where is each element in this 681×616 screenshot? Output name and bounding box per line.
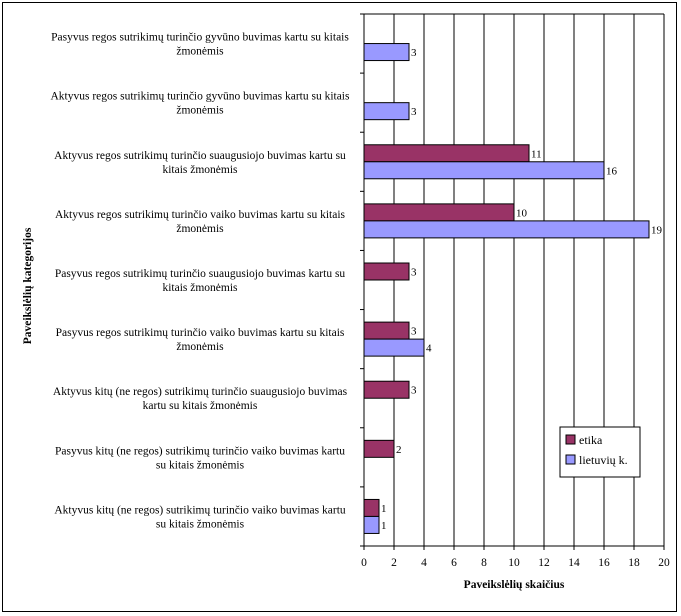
category-label: Pasyvus regos sutrikimų turinčio suaugus…: [55, 268, 346, 294]
bar-lietuviu-k: [363, 338, 425, 357]
bar-lietuviu-k: [363, 161, 605, 180]
y-axis-title: Paveikslėlių kategorijos: [22, 227, 34, 344]
x-tick-label: 14: [568, 557, 580, 569]
bar-lietuviu-k: [363, 43, 410, 62]
category-label: Aktyvus regos sutrikimų turinčio vaiko b…: [55, 209, 346, 235]
category-label-line: Aktyvus kitų (ne regos) sutrikimų turinč…: [53, 386, 348, 398]
bar-etika: [363, 439, 395, 458]
bar-etika: [363, 144, 530, 163]
bar-lietuviu-k: [363, 220, 650, 239]
category-label-line: Pasyvus regos sutrikimų turinčio vaiko b…: [56, 327, 345, 339]
bar-etika: [363, 262, 410, 281]
category-label-line: žmonėmis: [176, 105, 224, 117]
data-label: 3: [411, 326, 417, 338]
category-label-line: Aktyvus regos sutrikimų turinčio vaiko b…: [55, 209, 346, 221]
legend-label: etika: [579, 433, 603, 447]
category-label-line: Pasyvus regos sutrikimų turinčio suaugus…: [55, 268, 346, 280]
category-label: Aktyvus kitų (ne regos) sutrikimų turinč…: [54, 504, 346, 530]
category-label-line: su kitais žmonėmis: [156, 518, 245, 530]
bar-etika: [363, 498, 380, 517]
category-label: Aktyvus kitų (ne regos) sutrikimų turinč…: [53, 386, 348, 412]
data-label: 11: [531, 148, 542, 160]
bar-etika: [363, 321, 410, 340]
category-label-line: kitais žmonėmis: [162, 164, 238, 176]
x-tick-label: 20: [658, 557, 670, 569]
bar-etika: [363, 203, 515, 222]
x-tick-label: 6: [451, 557, 457, 569]
data-label: 3: [411, 47, 417, 59]
category-label-line: Pasyvus regos sutrikimų turinčio gyvūno …: [51, 32, 349, 44]
category-label: Aktyvus regos sutrikimų turinčio suaugus…: [54, 150, 346, 176]
category-label-line: Aktyvus regos sutrikimų turinčio suaugus…: [54, 150, 346, 162]
x-tick-label: 10: [508, 557, 520, 569]
legend: etika lietuvių k.: [559, 426, 641, 478]
data-label: 1: [381, 520, 387, 532]
legend-swatch: [565, 434, 576, 445]
category-label-line: žmonėmis: [176, 341, 224, 353]
category-label-line: žmonėmis: [176, 223, 224, 235]
category-label-line: kartu su kitais žmonėmis: [143, 400, 258, 412]
data-label: 4: [426, 343, 432, 355]
data-label: 3: [411, 267, 417, 279]
x-tick-label: 0: [361, 557, 367, 569]
x-tick-label: 12: [538, 557, 550, 569]
bar-lietuviu-k: [363, 515, 380, 534]
data-label: 19: [651, 224, 663, 236]
category-label-line: žmonėmis: [176, 46, 224, 58]
x-axis-title: Paveikslėlių skaičius: [464, 579, 565, 591]
legend-swatch: [565, 454, 576, 465]
bar-etika: [363, 380, 410, 399]
data-label: 3: [411, 385, 417, 397]
data-label: 1: [381, 503, 387, 515]
data-label: 2: [396, 444, 402, 456]
x-tick-label: 18: [628, 557, 640, 569]
legend-label: lietuvių k.: [579, 453, 628, 467]
category-label-line: Aktyvus regos sutrikimų turinčio gyvūno …: [51, 91, 351, 103]
x-tick-label: 16: [598, 557, 610, 569]
x-tick-label: 2: [391, 557, 397, 569]
category-label-line: su kitais žmonėmis: [156, 459, 245, 471]
category-label-line: Pasyvus kitų (ne regos) sutrikimų turinč…: [55, 445, 345, 457]
data-label: 3: [411, 106, 417, 118]
category-label: Pasyvus regos sutrikimų turinčio gyvūno …: [51, 32, 349, 58]
data-label: 10: [516, 207, 528, 219]
category-label-line: Aktyvus kitų (ne regos) sutrikimų turinč…: [54, 504, 346, 516]
category-label: Pasyvus regos sutrikimų turinčio vaiko b…: [56, 327, 345, 353]
category-label: Pasyvus kitų (ne regos) sutrikimų turinč…: [55, 445, 345, 471]
data-label: 16: [606, 165, 618, 177]
category-label-line: kitais žmonėmis: [162, 282, 238, 294]
x-tick-label: 8: [481, 557, 487, 569]
bar-lietuviu-k: [363, 102, 410, 121]
x-tick-label: 4: [421, 557, 427, 569]
category-label: Aktyvus regos sutrikimų turinčio gyvūno …: [51, 91, 351, 117]
